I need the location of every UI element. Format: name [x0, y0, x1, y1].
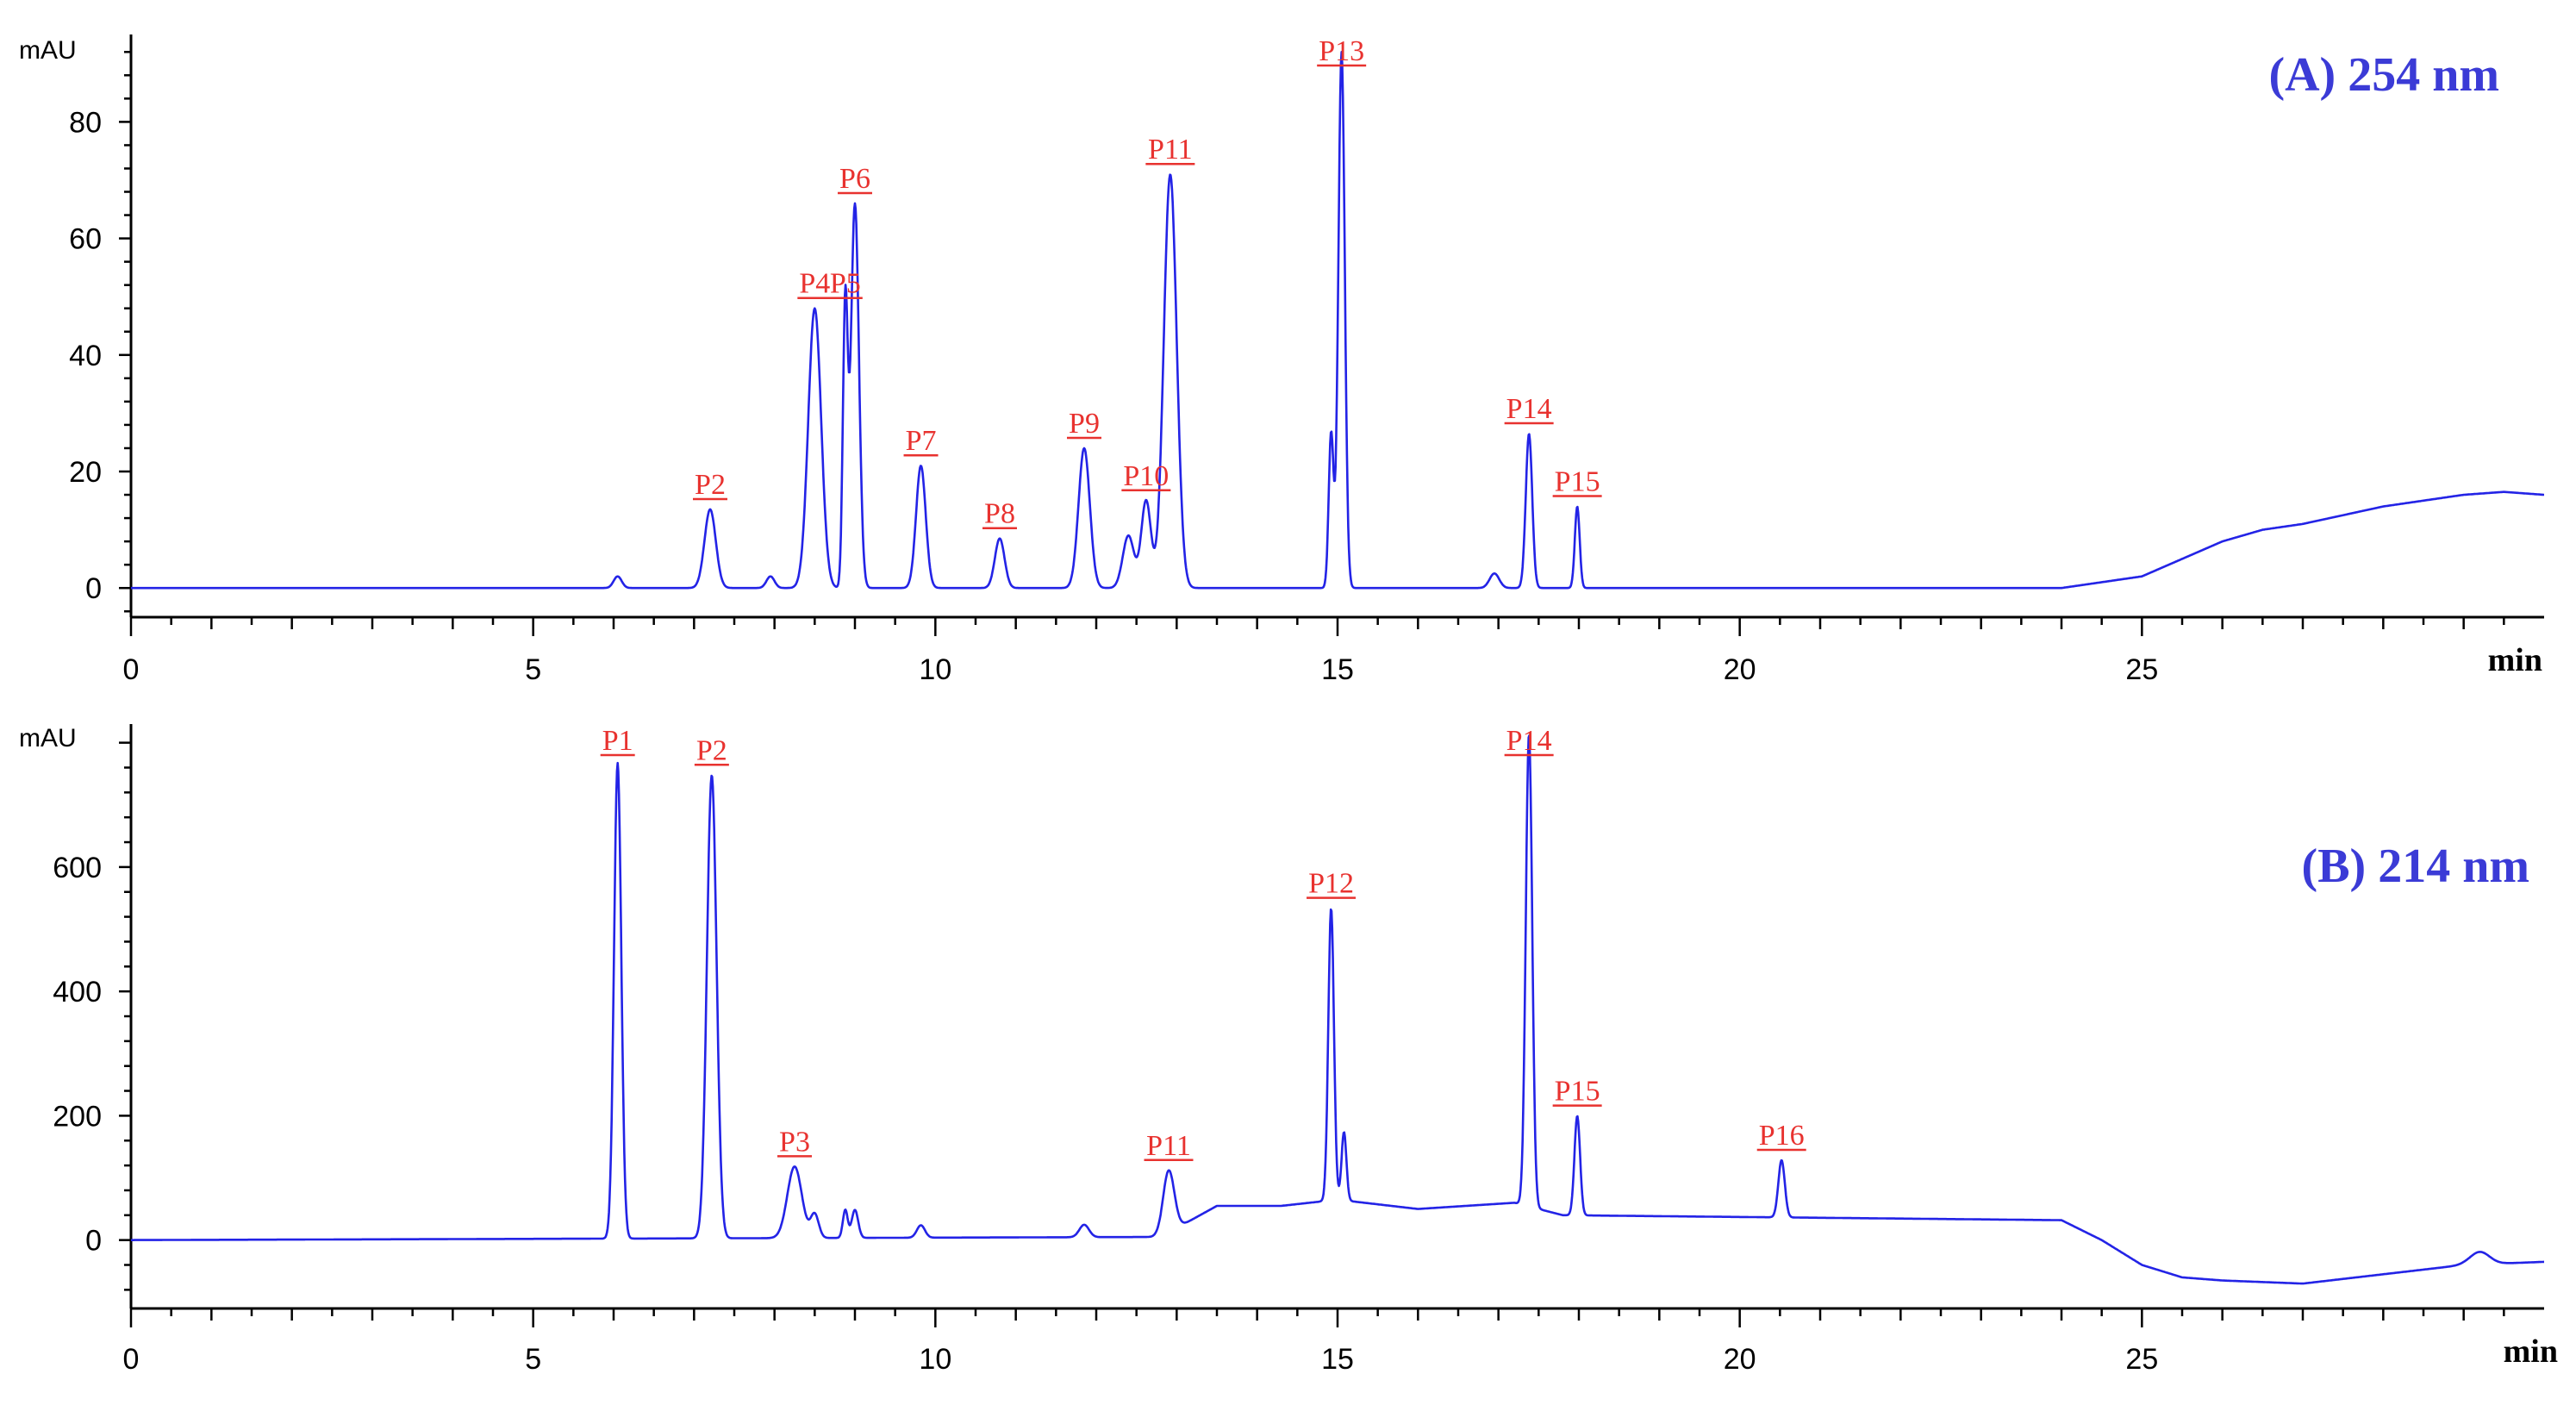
peak-label-p1: P1 [602, 725, 633, 757]
y-tick-label: 20 [69, 456, 102, 489]
y-tick-label: 400 [53, 976, 102, 1008]
peak-label-p15: P15 [1555, 1076, 1600, 1108]
y-tick-label: 40 [69, 340, 102, 372]
x-tick-label: 5 [525, 653, 541, 686]
peak-label-p4: P4 [799, 268, 830, 300]
peak-label-p12: P12 [1308, 868, 1354, 900]
x-tick-label: 15 [1321, 1343, 1354, 1376]
y-tick-label: 200 [53, 1100, 102, 1133]
peak-label-p7: P7 [906, 425, 937, 457]
panel-b-214nm: mAU min (B) 214 nm 0 200 400 600 0 5 10 15 20 25 P… [19, 724, 2558, 1376]
peak-label-p6: P6 [839, 163, 870, 195]
panel-b-x-unit: min [2504, 1333, 2558, 1370]
peak-label-p15: P15 [1555, 466, 1600, 498]
x-tick-label: 15 [1321, 653, 1354, 686]
y-tick-label: 0 [85, 572, 102, 605]
peak-label-p14: P14 [1506, 393, 1552, 425]
panel-b-y-unit: mAU [19, 724, 77, 752]
peak-label-p8: P8 [984, 498, 1015, 530]
peak-label-p14: P14 [1506, 725, 1552, 757]
x-tick-label: 10 [919, 1343, 951, 1376]
panel-a-254nm: mAU min (A) 254 nm 0 20 40 60 80 0 5 10 15 20 25 P2… [19, 34, 2545, 686]
y-tick-label: 60 [69, 223, 102, 256]
peak-label-p16: P16 [1759, 1120, 1805, 1152]
panel-a-x-unit: min [2488, 642, 2542, 678]
x-tick-label: 20 [1724, 1343, 1756, 1376]
x-tick-label: 10 [919, 653, 951, 686]
panel-a-y-unit: mAU [19, 36, 77, 65]
x-tick-label: 25 [2125, 653, 2158, 686]
x-tick-label: 20 [1724, 653, 1756, 686]
peak-label-p13: P13 [1319, 35, 1364, 67]
peak-label-p10: P10 [1123, 460, 1169, 492]
peak-label-p2: P2 [696, 734, 727, 766]
panel-b-title: (B) 214 nm [2302, 840, 2529, 893]
peak-label-p9: P9 [1069, 408, 1100, 440]
chromatogram-trace [130, 51, 2545, 590]
peak-label-p3: P3 [779, 1126, 810, 1158]
peak-label-p11: P11 [1146, 1130, 1191, 1162]
x-tick-label: 25 [2125, 1343, 2158, 1376]
y-tick-label: 600 [53, 852, 102, 884]
x-tick-label: 5 [525, 1343, 541, 1376]
peak-label-p5: P5 [830, 268, 861, 300]
x-tick-label: 0 [123, 653, 140, 686]
y-tick-label: 80 [69, 106, 102, 139]
chromatogram-trace [130, 734, 2545, 1285]
panel-a-title: (A) 254 nm [2268, 48, 2499, 102]
peak-label-p11: P11 [1148, 134, 1193, 165]
peak-label-p2: P2 [695, 469, 726, 501]
x-tick-label: 0 [123, 1343, 140, 1376]
y-tick-label: 0 [85, 1225, 102, 1258]
